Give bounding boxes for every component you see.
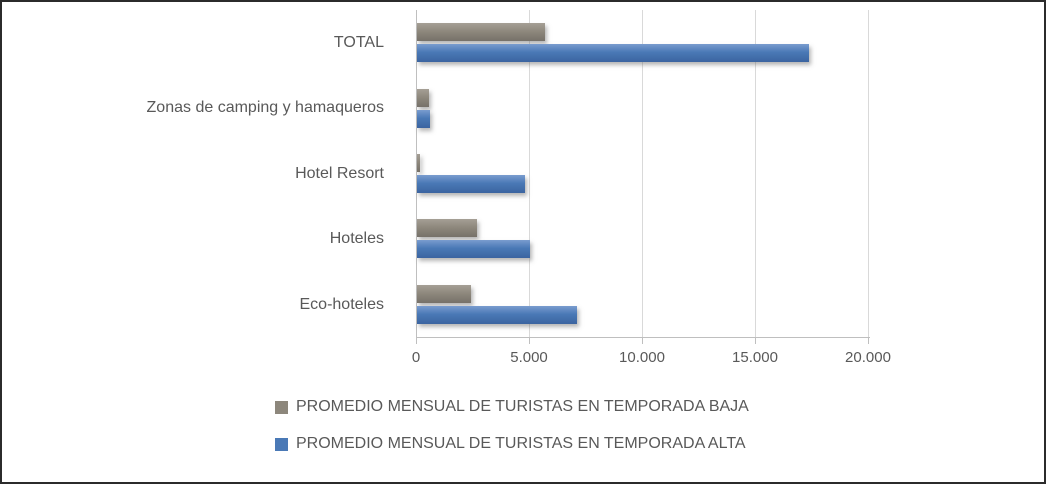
x-axis-tick (755, 338, 756, 344)
x-axis-tick-label: 0 (411, 349, 421, 366)
bar-alta (417, 305, 578, 324)
x-axis-tick-label: 10.000 (619, 349, 665, 366)
bar-alta (417, 175, 526, 194)
bar-baja (417, 284, 472, 303)
bar-baja (417, 88, 429, 107)
gridline-5000 (529, 10, 530, 337)
category-label: Hoteles (329, 230, 384, 248)
legend-label: PROMEDIO MENSUAL DE TURISTAS EN TEMPORAD… (296, 398, 749, 415)
category-band (417, 272, 869, 337)
x-axis-line (416, 337, 870, 338)
category-label: Hotel Resort (295, 164, 384, 182)
gridline-20000 (868, 10, 869, 337)
legend: PROMEDIO MENSUAL DE TURISTAS EN TEMPORAD… (275, 398, 749, 453)
x-axis-tick (868, 338, 869, 344)
x-axis-tick-label: 20.000 (845, 349, 891, 366)
category-band (417, 10, 869, 75)
legend-label: PROMEDIO MENSUAL DE TURISTAS EN TEMPORAD… (296, 435, 746, 452)
x-axis-tick-labels: 0 5.000 10.000 15.000 20.000 (412, 349, 891, 369)
category-label: Eco-hoteles (299, 295, 385, 313)
bar-baja (417, 23, 545, 42)
category-band (417, 206, 869, 271)
x-axis-tick (642, 338, 643, 344)
x-axis-tick (529, 338, 530, 344)
category-axis-labels: TOTAL Zonas de camping y hamaqueros Hotel … (2, 10, 400, 337)
bar-baja (417, 219, 477, 238)
bar-baja (417, 154, 421, 173)
category-band (417, 141, 869, 206)
gridline-15000 (755, 10, 756, 337)
legend-swatch-icon (275, 437, 288, 451)
legend-item: PROMEDIO MENSUAL DE TURISTAS EN TEMPORAD… (275, 435, 749, 453)
category-label: TOTAL (333, 33, 384, 51)
x-axis-tick (416, 338, 417, 344)
x-axis-tick-label: 5.000 (510, 349, 548, 366)
bar-alta (417, 240, 530, 259)
category-label: Zonas de camping y hamaqueros (146, 99, 384, 117)
x-axis-tick-label: 15.000 (732, 349, 778, 366)
bar-alta (417, 109, 430, 128)
gridline-10000 (642, 10, 643, 337)
plot-area (416, 10, 870, 337)
legend-swatch-icon (275, 400, 288, 414)
legend-item: PROMEDIO MENSUAL DE TURISTAS EN TEMPORAD… (275, 398, 749, 416)
bar-alta (417, 44, 810, 63)
bars-container (417, 10, 869, 337)
category-band (417, 75, 869, 140)
